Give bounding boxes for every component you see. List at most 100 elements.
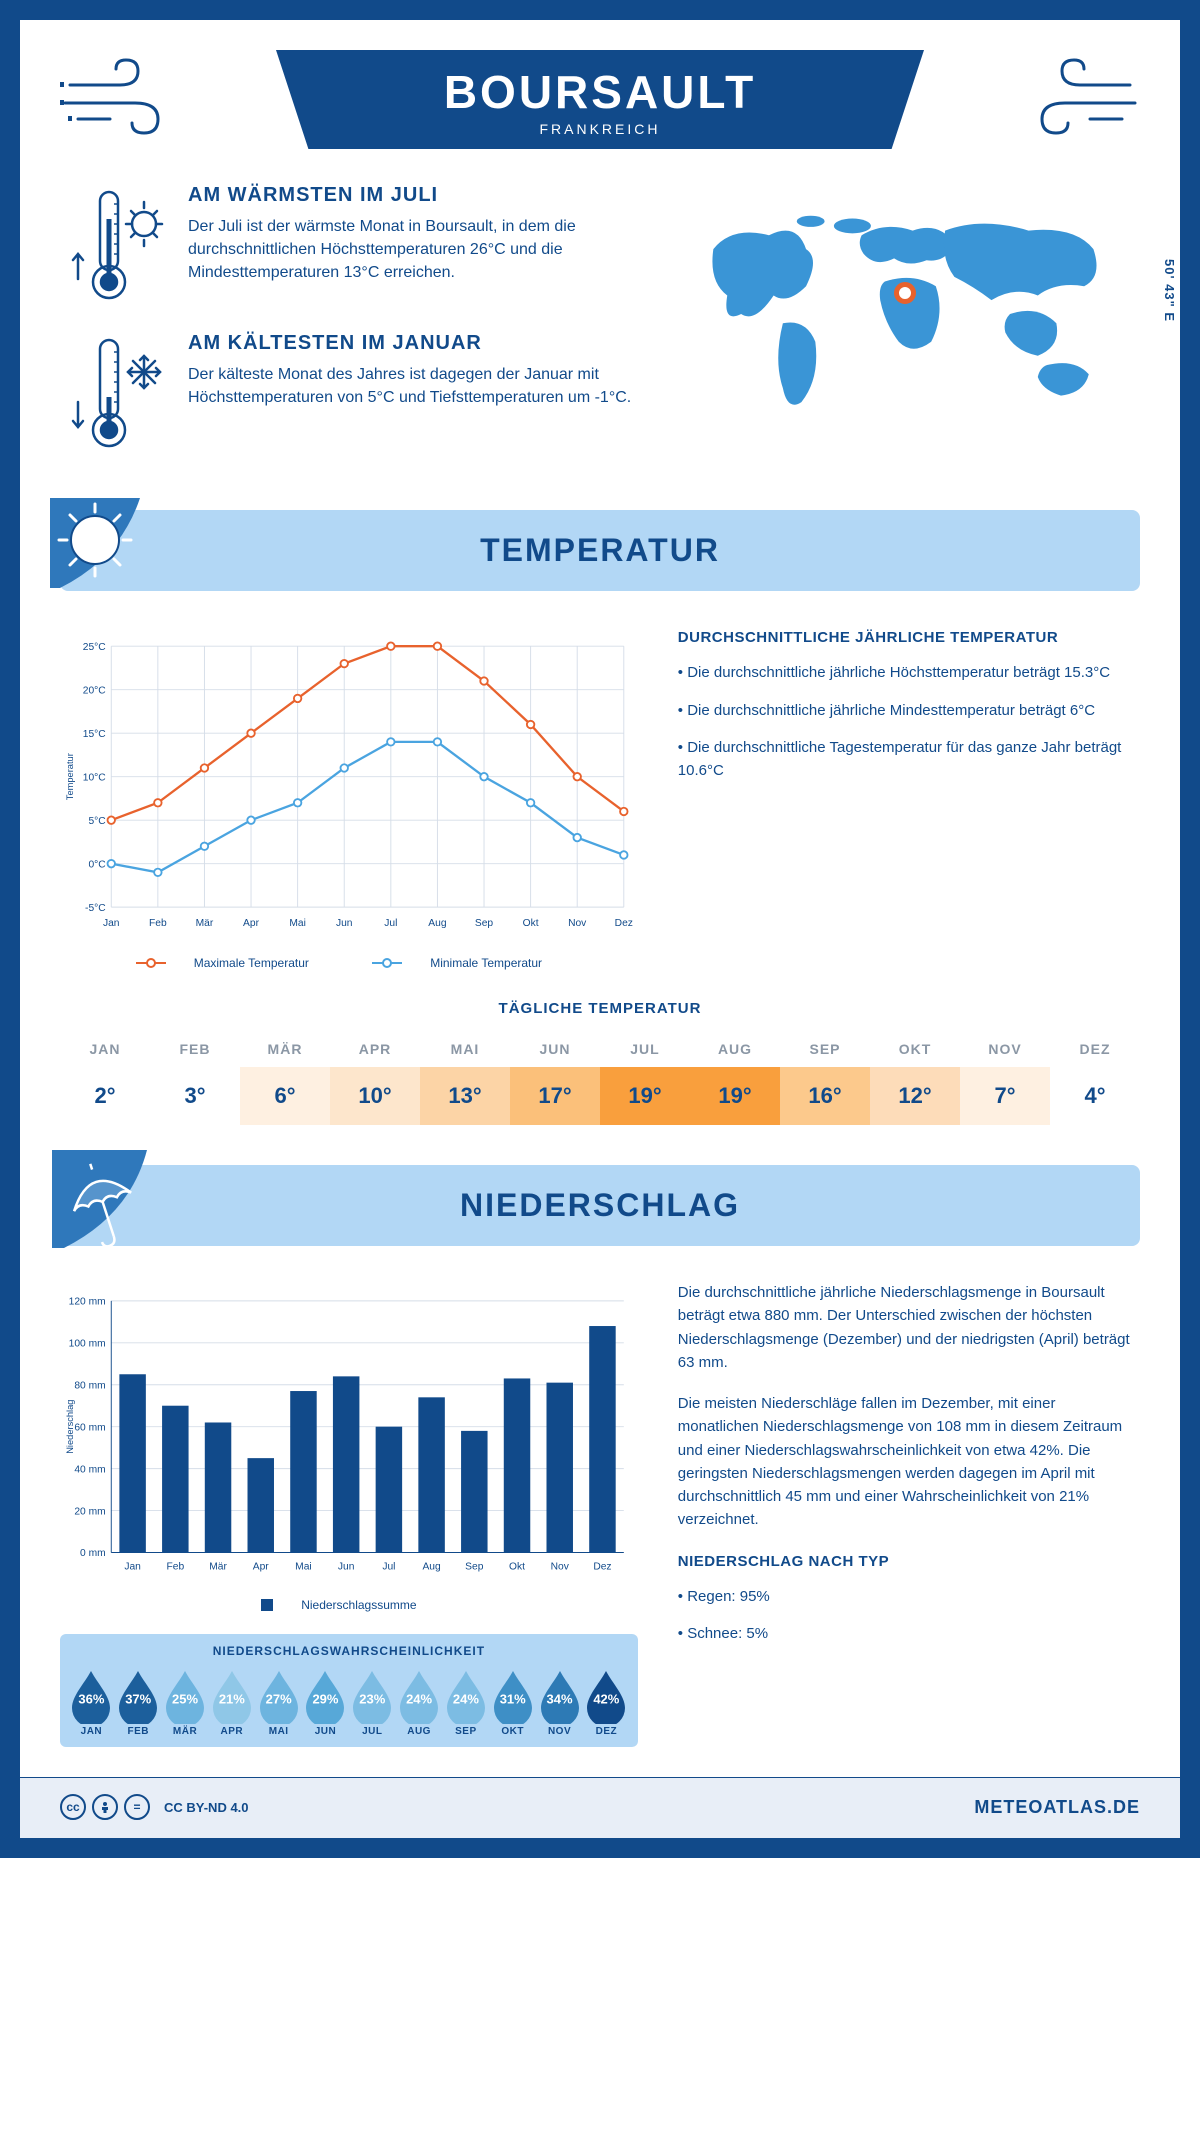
daily-cell: FEB 3° xyxy=(150,1031,240,1125)
coldest-title: AM KÄLTESTEN IM JANUAR xyxy=(188,332,637,355)
daily-cell: NOV 7° xyxy=(960,1031,1050,1125)
svg-text:Aug: Aug xyxy=(422,1561,441,1572)
cc-by-icon xyxy=(92,1794,118,1820)
svg-text:20°C: 20°C xyxy=(83,685,107,696)
svg-text:Okt: Okt xyxy=(509,1561,525,1572)
svg-text:Jul: Jul xyxy=(382,1561,395,1572)
title-banner: BOURSAULT FRANKREICH xyxy=(276,50,924,149)
precip-summary: Die durchschnittliche jährliche Niedersc… xyxy=(678,1281,1140,1659)
temp-avg-title: DURCHSCHNITTLICHE JÄHRLICHE TEMPERATUR xyxy=(678,626,1140,649)
drop-cell: 23% JUL xyxy=(349,1668,396,1737)
precip-chart: 0 mm20 mm40 mm60 mm80 mm100 mm120 mmJanF… xyxy=(60,1281,638,1747)
cc-icon: cc xyxy=(60,1794,86,1820)
svg-text:Apr: Apr xyxy=(253,1561,270,1572)
svg-text:80 mm: 80 mm xyxy=(74,1380,105,1391)
wind-icon xyxy=(60,55,180,145)
precip-probability-box: NIEDERSCHLAGSWAHRSCHEINLICHKEIT 36% JAN … xyxy=(60,1634,638,1747)
footer: cc = CC BY-ND 4.0 METEOATLAS.DE xyxy=(20,1777,1180,1838)
coldest-text: Der kälteste Monat des Jahres ist dagege… xyxy=(188,363,637,409)
umbrella-icon xyxy=(52,1150,162,1265)
svg-text:Dez: Dez xyxy=(593,1561,611,1572)
svg-text:15°C: 15°C xyxy=(83,729,107,740)
thermometer-hot-icon xyxy=(70,184,170,304)
svg-text:Jun: Jun xyxy=(336,918,353,929)
world-map-icon xyxy=(667,184,1131,444)
svg-text:Mär: Mär xyxy=(209,1561,227,1572)
svg-text:Mai: Mai xyxy=(295,1561,312,1572)
daily-cell: JUN 17° xyxy=(510,1031,600,1125)
license-text: CC BY-ND 4.0 xyxy=(164,1800,249,1815)
location-marker-icon xyxy=(894,282,916,304)
svg-text:Jun: Jun xyxy=(338,1561,355,1572)
drop-cell: 24% AUG xyxy=(396,1668,443,1737)
temperature-summary: DURCHSCHNITTLICHE JÄHRLICHE TEMPERATUR D… xyxy=(678,626,1140,796)
svg-text:Sep: Sep xyxy=(475,918,494,929)
cc-nd-icon: = xyxy=(124,1794,150,1820)
svg-text:5°C: 5°C xyxy=(88,816,106,827)
svg-text:Temperatur: Temperatur xyxy=(65,753,75,800)
drop-cell: 25% MÄR xyxy=(162,1668,209,1737)
daily-temp-title: TÄGLICHE TEMPERATUR xyxy=(60,1000,1140,1017)
drop-cell: 24% SEP xyxy=(443,1668,490,1737)
brand-text: METEOATLAS.DE xyxy=(974,1797,1140,1818)
country-subtitle: FRANKREICH xyxy=(336,121,864,137)
svg-text:100 mm: 100 mm xyxy=(69,1339,106,1350)
temp-avg-item: Die durchschnittliche jährliche Mindestt… xyxy=(678,699,1140,722)
top-info: AM WÄRMSTEN IM JULI Der Juli ist der wär… xyxy=(70,184,1130,480)
city-title: BOURSAULT xyxy=(336,65,864,119)
svg-text:Jul: Jul xyxy=(384,918,397,929)
svg-text:Niederschlag: Niederschlag xyxy=(65,1400,75,1454)
precip-text-1: Die durchschnittliche jährliche Niedersc… xyxy=(678,1281,1140,1374)
svg-text:Aug: Aug xyxy=(428,918,447,929)
license-block: cc = CC BY-ND 4.0 xyxy=(60,1794,249,1820)
svg-text:Jan: Jan xyxy=(124,1561,141,1572)
svg-text:20 mm: 20 mm xyxy=(74,1506,105,1517)
drop-cell: 31% OKT xyxy=(489,1668,536,1737)
precip-type-item: Schnee: 5% xyxy=(678,1622,1140,1645)
drop-cell: 36% JAN xyxy=(68,1668,115,1737)
svg-text:40 mm: 40 mm xyxy=(74,1464,105,1475)
svg-text:120 mm: 120 mm xyxy=(69,1297,106,1308)
svg-text:Mai: Mai xyxy=(289,918,306,929)
daily-cell: MAI 13° xyxy=(420,1031,510,1125)
svg-text:Nov: Nov xyxy=(551,1561,570,1572)
precip-text-2: Die meisten Niederschläge fallen im Deze… xyxy=(678,1392,1140,1532)
warmest-title: AM WÄRMSTEN IM JULI xyxy=(188,184,637,207)
drop-cell: 42% DEZ xyxy=(583,1668,630,1737)
svg-text:Sep: Sep xyxy=(465,1561,484,1572)
temperature-heading: TEMPERATUR xyxy=(480,532,720,568)
svg-text:10°C: 10°C xyxy=(83,772,107,783)
svg-text:Okt: Okt xyxy=(523,918,539,929)
precip-legend: Niederschlagssumme xyxy=(60,1598,638,1614)
daily-cell: MÄR 6° xyxy=(240,1031,330,1125)
world-map-block: GRAND EST 49° 3' 38" N — 3° 50' 43" E xyxy=(667,184,1131,480)
daily-cell: APR 10° xyxy=(330,1031,420,1125)
drop-cell: 21% APR xyxy=(208,1668,255,1737)
drops-row: 36% JAN 37% FEB 25% MÄR 21% APR xyxy=(60,1668,638,1737)
daily-cell: JAN 2° xyxy=(60,1031,150,1125)
drops-title: NIEDERSCHLAGSWAHRSCHEINLICHKEIT xyxy=(60,1644,638,1658)
thermometer-cold-icon xyxy=(70,332,170,452)
svg-text:60 mm: 60 mm xyxy=(74,1422,105,1433)
svg-text:-5°C: -5°C xyxy=(85,903,106,914)
svg-text:Mär: Mär xyxy=(196,918,214,929)
warmest-text: Der Juli ist der wärmste Monat in Boursa… xyxy=(188,215,637,285)
coordinates: GRAND EST 49° 3' 38" N — 3° 50' 43" E xyxy=(1162,259,1192,480)
svg-text:Nov: Nov xyxy=(568,918,587,929)
precip-type-title: NIEDERSCHLAG NACH TYP xyxy=(678,1550,1140,1573)
svg-text:25°C: 25°C xyxy=(83,642,107,653)
daily-cell: OKT 12° xyxy=(870,1031,960,1125)
header: BOURSAULT FRANKREICH xyxy=(60,50,1140,149)
daily-cell: AUG 19° xyxy=(690,1031,780,1125)
temp-avg-item: Die durchschnittliche jährliche Höchstte… xyxy=(678,661,1140,684)
precip-section-header: NIEDERSCHLAG xyxy=(60,1165,1140,1246)
precip-type-item: Regen: 95% xyxy=(678,1585,1140,1608)
daily-cell: SEP 16° xyxy=(780,1031,870,1125)
daily-cell: DEZ 4° xyxy=(1050,1031,1140,1125)
wind-icon xyxy=(1020,55,1140,145)
temperature-section-header: TEMPERATUR xyxy=(60,510,1140,591)
warmest-block: AM WÄRMSTEN IM JULI Der Juli ist der wär… xyxy=(70,184,637,304)
daily-temp-grid: JAN 2° FEB 3° MÄR 6° APR 10° MAI 13° JUN… xyxy=(60,1031,1140,1125)
svg-text:Feb: Feb xyxy=(149,918,167,929)
svg-text:Apr: Apr xyxy=(243,918,260,929)
